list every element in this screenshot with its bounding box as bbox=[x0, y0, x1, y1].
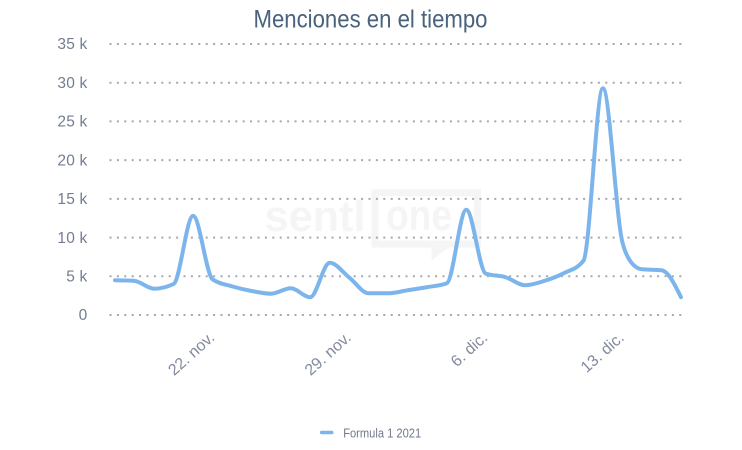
svg-text:20 k: 20 k bbox=[57, 152, 87, 169]
svg-text:Formula 1 2021: Formula 1 2021 bbox=[343, 425, 421, 440]
svg-text:35 k: 35 k bbox=[57, 36, 87, 53]
svg-text:10 k: 10 k bbox=[57, 230, 87, 247]
svg-text:30 k: 30 k bbox=[57, 75, 87, 92]
svg-text:25 k: 25 k bbox=[57, 114, 87, 131]
svg-text:one: one bbox=[386, 191, 452, 240]
svg-text:0: 0 bbox=[79, 307, 88, 324]
svg-text:sentl: sentl bbox=[265, 192, 366, 241]
svg-text:5 k: 5 k bbox=[66, 269, 87, 286]
svg-text:15 k: 15 k bbox=[57, 191, 87, 208]
svg-text:Menciones en el tiempo: Menciones en el tiempo bbox=[254, 6, 488, 34]
